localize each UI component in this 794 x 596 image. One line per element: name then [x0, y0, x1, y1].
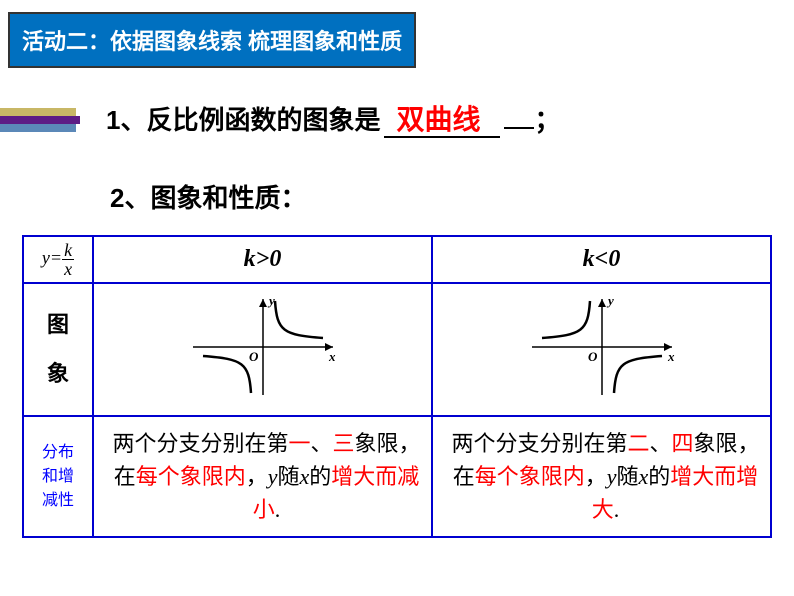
row-label-graph: 图 象 [23, 283, 93, 416]
blank-underline [504, 127, 534, 129]
axis-y-label: y [606, 293, 614, 308]
hyperbola-pos-svg: x y O [183, 292, 343, 402]
q1-answer: 双曲线 [384, 105, 500, 138]
hyperbola-neg-svg: x y O [522, 292, 682, 402]
fraction-num: k [62, 241, 74, 260]
axis-x-label: x [667, 349, 675, 364]
fraction: kx [62, 241, 74, 278]
formula-lhs: y= [42, 248, 62, 268]
formula-cell: y=kx [23, 236, 93, 283]
header-row: y=kx k>0 k<0 [23, 236, 771, 283]
properties-table: y=kx k>0 k<0 图 象 x y O [22, 235, 772, 538]
row-label-distribution: 分布 和增 减性 [23, 416, 93, 537]
activity-header: 活动二：依据图象线索 梳理图象和性质 [8, 12, 416, 68]
origin-label: O [588, 349, 598, 364]
axis-x-label: x [328, 349, 336, 364]
question-1-row: 1、反比例函数的图象是双曲线 ； [0, 98, 794, 138]
q1-prefix: 1、反比例函数的图象是 [106, 105, 380, 135]
origin-label: O [249, 349, 259, 364]
header-k-neg: k<0 [432, 236, 771, 283]
bullet-stripes [0, 106, 76, 130]
axis-y-label: y [267, 293, 275, 308]
q1-suffix: ； [534, 105, 560, 135]
desc-k-neg: 两个分支分别在第二、四象限，在每个象限内，y随x的增大而增大. [432, 416, 771, 537]
question-2-text: 2、图象和性质： [110, 178, 794, 215]
fraction-den: x [62, 260, 74, 278]
graph-k-pos: x y O [93, 283, 432, 416]
graph-row: 图 象 x y O [23, 283, 771, 416]
header-k-pos: k>0 [93, 236, 432, 283]
question-1-text: 1、反比例函数的图象是双曲线 ； [106, 98, 561, 138]
description-row: 分布 和增 减性 两个分支分别在第一、三象限，在每个象限内，y随x的增大而减小.… [23, 416, 771, 537]
desc-k-pos: 两个分支分别在第一、三象限，在每个象限内，y随x的增大而减小. [93, 416, 432, 537]
graph-k-neg: x y O [432, 283, 771, 416]
